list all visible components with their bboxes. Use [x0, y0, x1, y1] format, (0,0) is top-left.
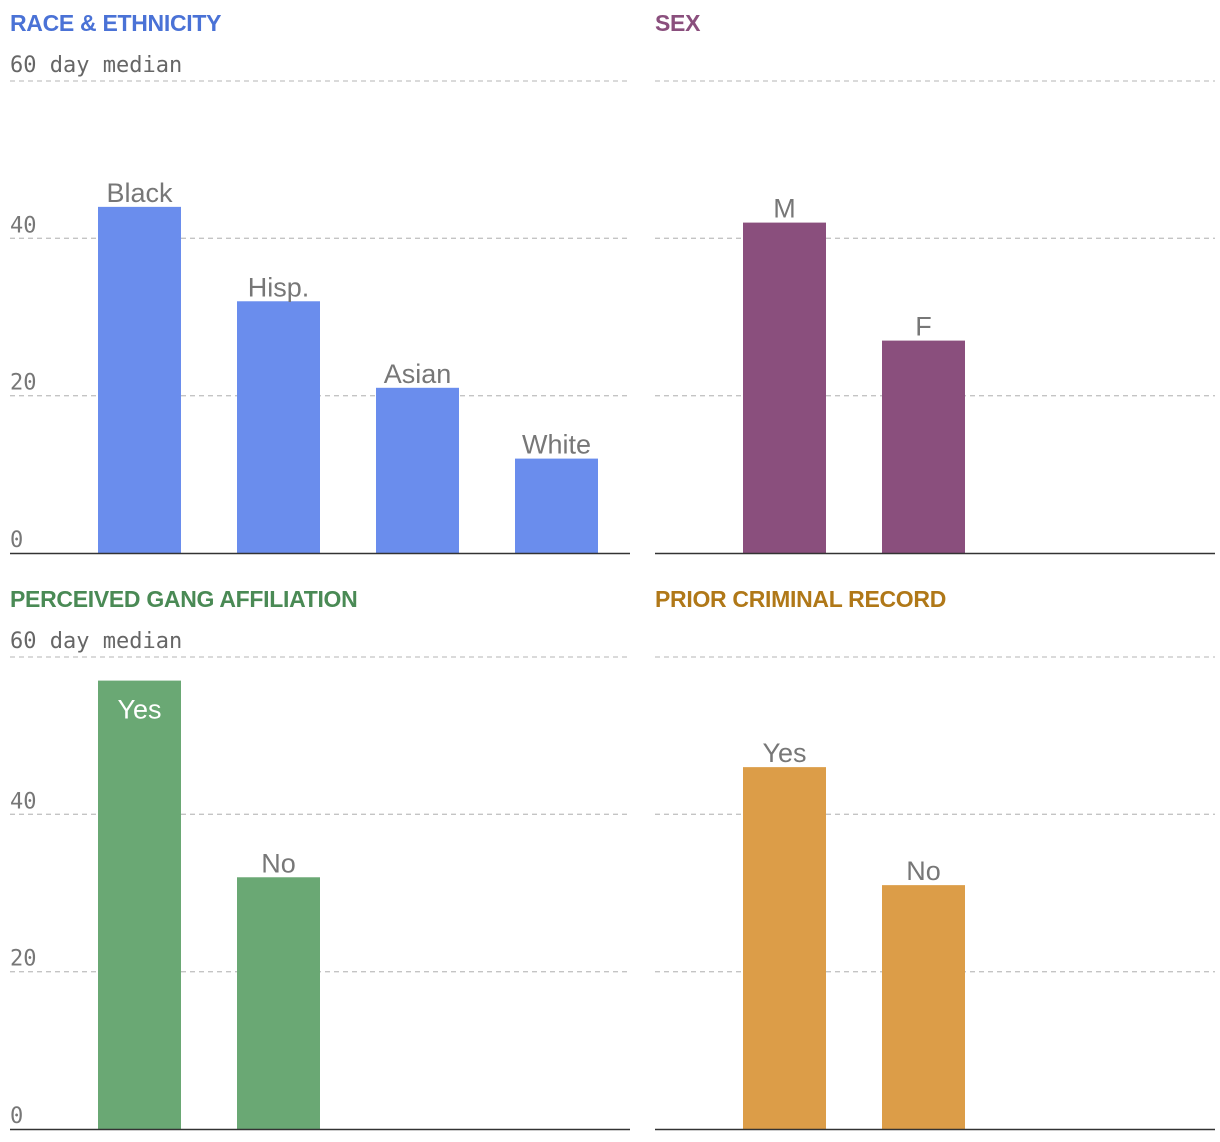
gang-affiliation-chart: 60 day median 0 20 40 Yes No — [10, 629, 630, 1131]
y-axis-label: 60 day median — [10, 53, 182, 78]
y-tick-label: 20 — [10, 947, 37, 972]
bar-black — [98, 206, 181, 553]
y-tick-label: 40 — [10, 789, 37, 814]
bar-label: M — [773, 194, 796, 224]
bar-f — [882, 340, 965, 553]
bar-label: F — [915, 312, 932, 342]
chart-title: RACE & ETHNICITY — [10, 10, 222, 36]
y-axis-label: 60 day median — [10, 629, 182, 654]
y-tick-label: 40 — [10, 213, 37, 238]
bar-label: Yes — [762, 738, 806, 768]
bar-label: Hisp. — [248, 272, 310, 302]
bar-no — [237, 877, 320, 1129]
chart-panel-gang-affiliation: PERCEIVED GANG AFFILIATION 60 day median… — [10, 576, 630, 1136]
bar-asian — [376, 387, 459, 553]
y-tick-label: 0 — [10, 528, 23, 553]
bar-label: No — [261, 848, 296, 878]
bar-hisp — [237, 301, 320, 553]
bar-label: Black — [106, 178, 173, 208]
y-tick-label: 20 — [10, 371, 37, 396]
chart-panel-prior-record: PRIOR CRIMINAL RECORD Yes No — [655, 576, 1220, 1136]
y-tick-label: 0 — [10, 1104, 23, 1129]
race-ethnicity-chart: 60 day median 0 20 40 Black Hisp. Asian White — [10, 53, 630, 555]
bar-label: No — [906, 856, 941, 886]
bar-yes — [98, 680, 181, 1129]
bar-yes — [743, 767, 826, 1129]
bar-label: Yes — [117, 695, 161, 725]
chart-title: PERCEIVED GANG AFFILIATION — [10, 586, 358, 612]
prior-record-chart: Yes No — [655, 656, 1215, 1131]
chart-title: PRIOR CRIMINAL RECORD — [655, 586, 947, 612]
sex-chart: MF — [655, 80, 1215, 555]
chart-title: SEX — [655, 10, 701, 36]
chart-panel-race-ethnicity: RACE & ETHNICITY 60 day median 0 20 40 Black… — [10, 0, 630, 560]
bar-m — [743, 222, 826, 553]
bar-no — [882, 885, 965, 1129]
bar-label: Asian — [384, 359, 452, 389]
bar-label: White — [522, 430, 591, 460]
bar-white — [515, 458, 598, 553]
